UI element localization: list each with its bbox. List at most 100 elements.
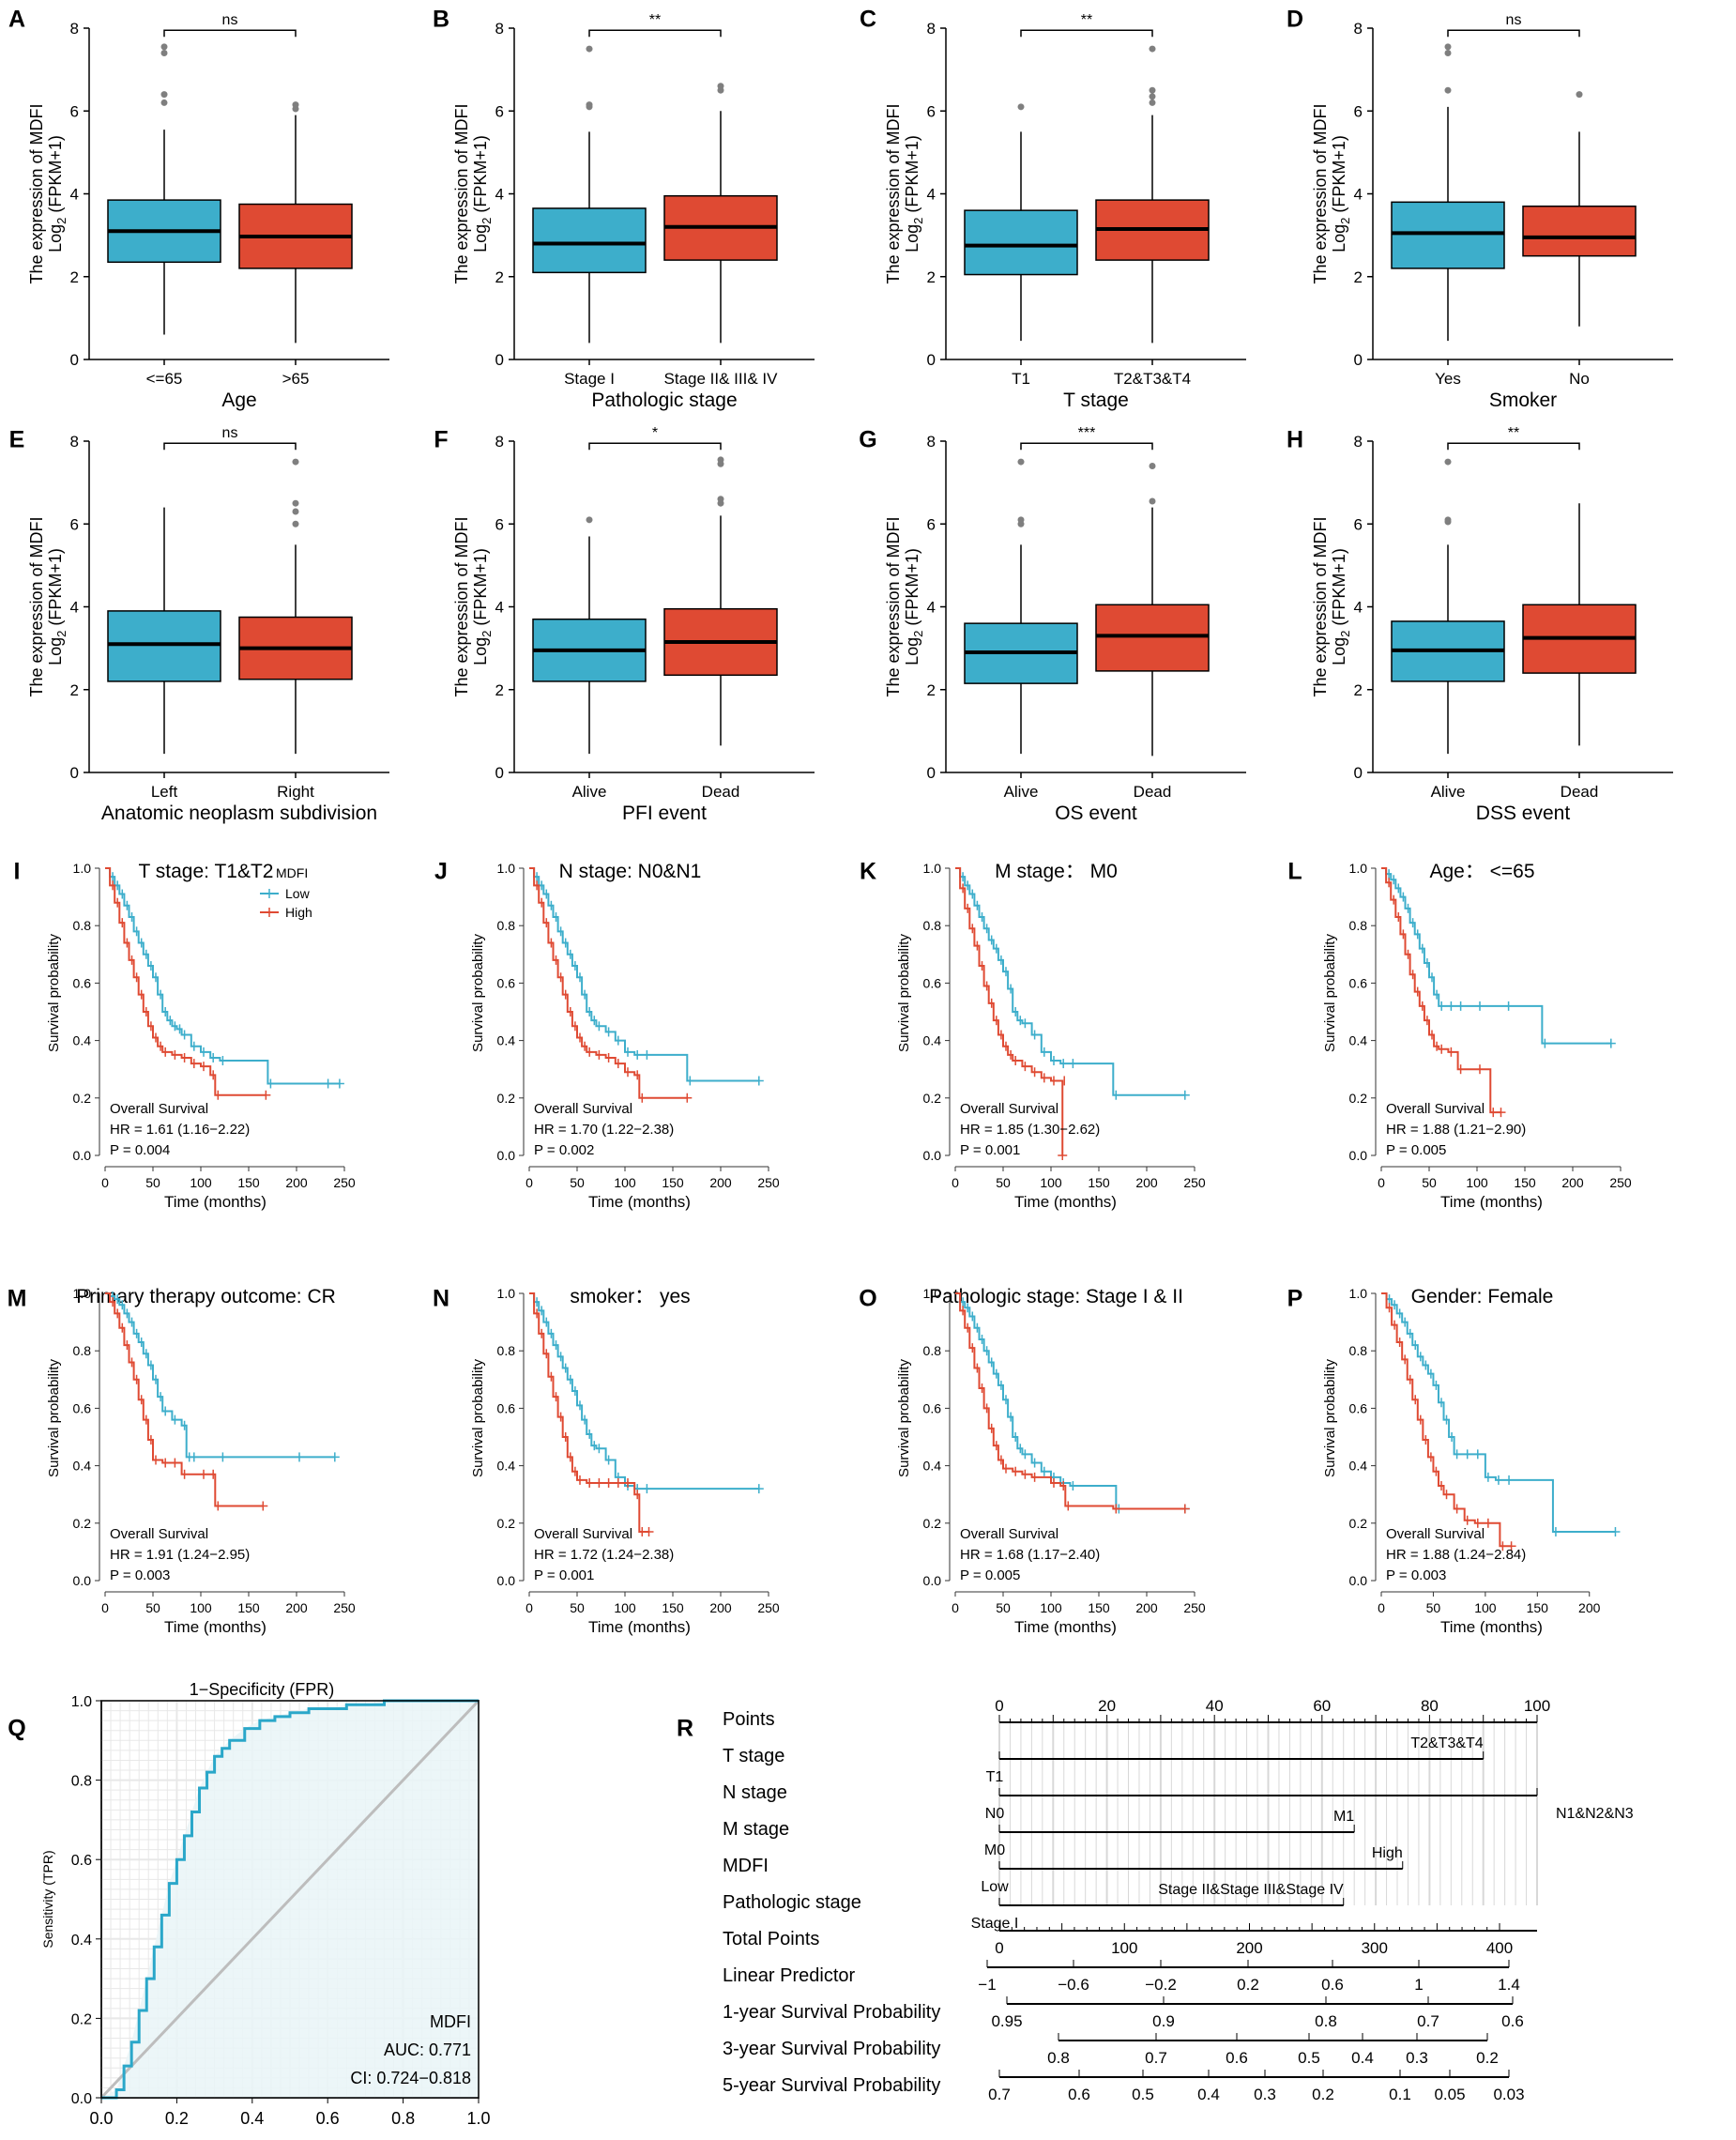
y-tick-label: 2 — [495, 268, 504, 286]
y-tick-label: 0.8 — [497, 1343, 516, 1358]
x-tick-label: 0 — [525, 1600, 533, 1615]
y-tick-label: 6 — [70, 515, 79, 533]
points-tick-label: 100 — [1524, 1697, 1550, 1715]
panel-letter-O: O — [859, 1286, 876, 1312]
outlier-point — [1149, 497, 1156, 505]
nomo-row-label: M stage — [723, 1819, 789, 1840]
outlier-point — [1149, 99, 1156, 106]
x-tick-label: 0 — [952, 1600, 959, 1615]
survival-tick-label: 0.5 — [1132, 2086, 1154, 2103]
x-tick-label: 200 — [709, 1600, 732, 1615]
x-axis-label: Age — [221, 390, 256, 411]
km-title: Gender: Female — [1411, 1286, 1554, 1307]
x-axis-label: Time (months) — [164, 1193, 266, 1211]
km-plot-P: 0.0 0.2 0.4 0.6 0.8 1.0 0 50 100 150 200 Survival p… — [1322, 1286, 1621, 1636]
log-main: Log — [903, 224, 921, 252]
overall-survival-label: Overall Survival — [960, 1101, 1058, 1117]
panel-letter-I: I — [14, 859, 21, 885]
x-tick-label: 150 — [1514, 1175, 1536, 1190]
x-tick-label: 250 — [757, 1600, 780, 1615]
censor-mark-end — [1180, 1504, 1190, 1514]
x-tick-label: 0.0 — [89, 2109, 113, 2128]
y-axis-label: Survival probability — [470, 1359, 486, 1477]
hazard-ratio: HR = 1.88 (1.21−2.90) — [1386, 1122, 1526, 1138]
x-tick-label: 150 — [237, 1600, 260, 1615]
x-tick-label: 150 — [237, 1175, 260, 1190]
outlier-point — [717, 496, 724, 503]
y-axis-label-unit: Log2 (FPKM+1) — [1330, 135, 1352, 252]
outlier-point — [1149, 462, 1156, 469]
x-tick-label: 100 — [1474, 1600, 1497, 1615]
outlier-point — [1149, 93, 1156, 100]
points-tick-label: 80 — [1421, 1697, 1439, 1715]
outlier-point — [1444, 458, 1452, 466]
x-axis-label: Time (months) — [164, 1618, 266, 1636]
nomo-level-low: Stage I — [971, 1916, 1019, 1932]
y-tick-label: 0 — [495, 764, 504, 782]
outlier-point — [1017, 103, 1025, 111]
x-tick-label: Left — [151, 783, 178, 801]
y-tick-label: 0.8 — [71, 1774, 92, 1790]
km-curve-low — [1381, 867, 1611, 1045]
y-tick-label: 0.4 — [923, 1033, 942, 1048]
nomo-row-label: Linear Predictor — [723, 1965, 856, 1986]
outlier-point — [292, 101, 299, 109]
log-sub: 2 — [480, 631, 494, 637]
signif-bracket — [163, 442, 297, 451]
roc-y-label: Sensitivity (TPR) — [40, 1850, 55, 1948]
hazard-ratio: HR = 1.61 (1.16−2.22) — [110, 1122, 250, 1138]
km-title: M stage： M0 — [995, 861, 1118, 882]
overall-survival-label: Overall Survival — [1386, 1526, 1485, 1542]
y-tick-label: 2 — [1354, 681, 1363, 699]
outlier-point — [1444, 49, 1452, 56]
x-axis-label: OS event — [1055, 802, 1137, 824]
y-tick-label: 6 — [1354, 515, 1363, 533]
censor-mark-end — [334, 1078, 344, 1089]
total-points-label: 0 — [995, 1939, 1003, 1957]
x-axis-label: Anatomic neoplasm subdivision — [101, 802, 377, 824]
y-tick-label: 0.4 — [71, 1933, 92, 1949]
y-tick-label: 1.0 — [923, 1286, 942, 1301]
x-tick-label: T1 — [1012, 370, 1030, 388]
y-tick-label: 0.2 — [1349, 1091, 1368, 1106]
nomo-level-high: High — [1372, 1845, 1403, 1861]
lp-tick-label: −0.2 — [1145, 1976, 1177, 1994]
points-tick-label: 40 — [1206, 1697, 1224, 1715]
y-tick-label: 8 — [495, 20, 504, 38]
panel-letter-A: A — [8, 7, 25, 33]
log-tail: (FPKM+1) — [471, 135, 490, 218]
hazard-ratio: HR = 1.91 (1.24−2.95) — [110, 1547, 250, 1563]
y-tick-label: 1.0 — [923, 861, 942, 876]
censor-mark-end — [258, 1501, 268, 1511]
p-value: P = 0.004 — [110, 1142, 170, 1158]
y-tick-label: 4 — [495, 599, 504, 617]
km-curve-low — [529, 867, 759, 1082]
x-tick-label: Right — [277, 783, 314, 801]
y-tick-label: 0.0 — [1349, 1573, 1368, 1588]
x-tick-label: Dead — [1561, 783, 1599, 801]
x-tick-label: 0 — [1378, 1600, 1385, 1615]
y-tick-label: 1.0 — [497, 861, 516, 876]
y-axis-label-unit: Log2 (FPKM+1) — [471, 548, 494, 665]
y-axis-label: The expression of MDFI — [27, 103, 46, 283]
y-tick-label: 0.4 — [1349, 1033, 1368, 1048]
y-tick-label: 0.4 — [73, 1459, 92, 1474]
y-tick-label: 2 — [927, 681, 936, 699]
y-axis-label: Survival probability — [896, 1359, 912, 1477]
panel-letter-E: E — [9, 427, 25, 453]
y-axis-label: The expression of MDFI — [884, 103, 903, 283]
y-tick-label: 0.0 — [73, 1148, 92, 1163]
x-tick-label: 250 — [1183, 1175, 1206, 1190]
nomo-level-low: M0 — [984, 1842, 1005, 1858]
survival-tick-label: 0.9 — [1152, 2012, 1175, 2030]
survival-tick-label: 0.03 — [1493, 2086, 1524, 2103]
x-tick-label: 100 — [614, 1175, 636, 1190]
y-tick-label: 8 — [1354, 20, 1363, 38]
total-points-label: 100 — [1111, 1939, 1137, 1957]
log-main: Log — [471, 224, 490, 252]
nomogram: Points T stage N stage M stage MDFI Pathologi… — [723, 1697, 1634, 2103]
survival-tick-label: 0.6 — [1501, 2012, 1524, 2030]
x-tick-label: 250 — [333, 1175, 356, 1190]
